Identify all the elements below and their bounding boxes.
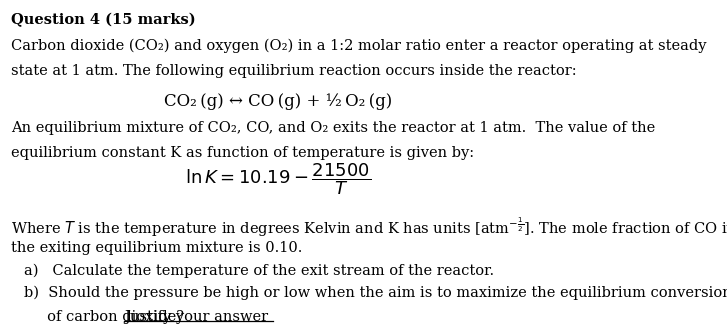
Text: the exiting equilibrium mixture is 0.10.: the exiting equilibrium mixture is 0.10. [12, 241, 302, 255]
Text: Carbon dioxide (CO₂) and oxygen (O₂) in a 1:2 molar ratio enter a reactor operat: Carbon dioxide (CO₂) and oxygen (O₂) in … [12, 39, 707, 53]
Text: a)   Calculate the temperature of the exit stream of the reactor.: a) Calculate the temperature of the exit… [24, 263, 494, 278]
Text: b)  Should the pressure be high or low when the aim is to maximize the equilibri: b) Should the pressure be high or low wh… [24, 286, 727, 300]
Text: Question 4 (15 marks): Question 4 (15 marks) [12, 13, 196, 27]
Text: Justify your answer: Justify your answer [124, 310, 268, 324]
Text: equilibrium constant K as function of temperature is given by:: equilibrium constant K as function of te… [12, 146, 475, 161]
Text: $\ln K = 10.19 - \dfrac{21500}{T}$: $\ln K = 10.19 - \dfrac{21500}{T}$ [185, 162, 371, 197]
Text: An equilibrium mixture of CO₂, CO, and O₂ exits the reactor at 1 atm.  The value: An equilibrium mixture of CO₂, CO, and O… [12, 121, 656, 135]
Text: Where $T$ is the temperature in degrees Kelvin and K has units [atm$^{-\frac{1}{: Where $T$ is the temperature in degrees … [12, 215, 727, 239]
Text: state at 1 atm. The following equilibrium reaction occurs inside the reactor:: state at 1 atm. The following equilibriu… [12, 64, 577, 78]
Text: CO₂ (g) ↔ CO (g) + ½ O₂ (g): CO₂ (g) ↔ CO (g) + ½ O₂ (g) [164, 93, 393, 110]
Text: of carbon dioxide?: of carbon dioxide? [24, 310, 188, 324]
